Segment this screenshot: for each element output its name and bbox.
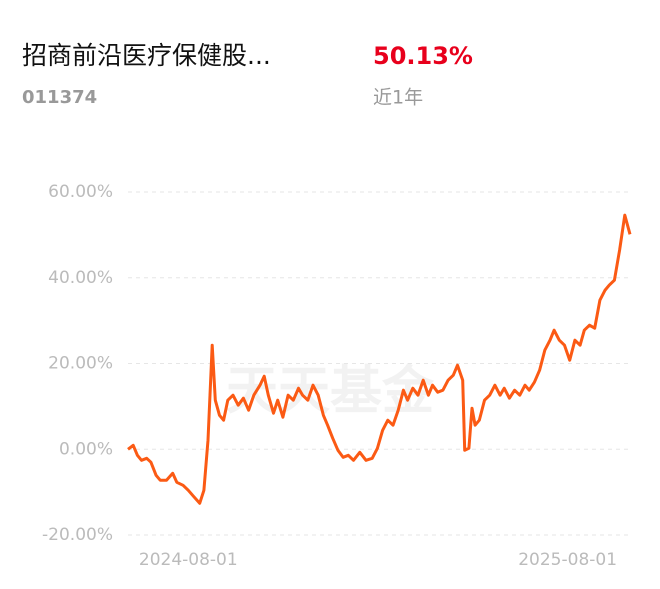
- y-tick-label: 60.00%: [48, 182, 113, 202]
- y-tick-label: 40.00%: [48, 268, 113, 288]
- line-series: [127, 213, 632, 505]
- watermark: 天天基金: [226, 361, 435, 422]
- y-tick-label: 20.00%: [48, 354, 113, 374]
- fund-title[interactable]: 招商前沿医疗保健股...: [22, 41, 271, 70]
- y-tick-label: 0.00%: [59, 439, 113, 459]
- x-tick-label: 2024-08-01: [139, 550, 238, 570]
- period-label: 近1年: [373, 87, 423, 109]
- fund-return: 50.13%: [373, 42, 473, 70]
- y-tick-label: -20.00%: [42, 525, 113, 545]
- x-tick-label: 2025-08-01: [518, 550, 617, 570]
- fund-code: 011374: [22, 87, 97, 108]
